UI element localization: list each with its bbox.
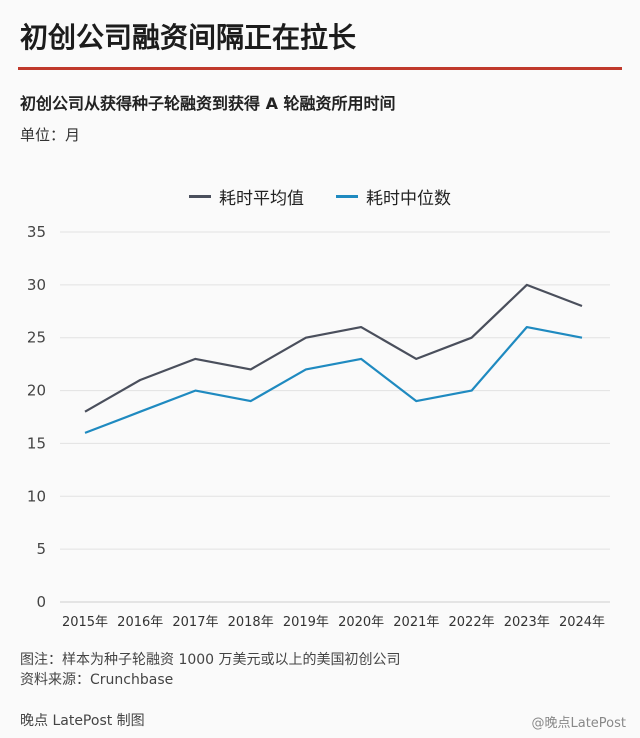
weibo-watermark: @晚点LatePost — [531, 716, 626, 731]
y-tick-label: 25 — [27, 329, 46, 347]
x-tick-label: 2023年 — [504, 615, 550, 630]
x-tick-label: 2024年 — [559, 615, 605, 630]
brand-credit: 晚点 LatePost 制图 — [20, 713, 145, 729]
x-tick-label: 2022年 — [449, 615, 495, 630]
line-chart: 0 5 10 15 20 25 30 35 2015年 2016年 2017年 2018年 2019年 2… — [27, 223, 610, 630]
y-tick-label: 15 — [27, 434, 46, 452]
legend-swatch-median — [336, 195, 358, 198]
legend-swatch-mean — [189, 195, 211, 198]
y-tick-label: 35 — [27, 223, 46, 241]
y-tick-label: 5 — [36, 540, 46, 558]
y-tick-label: 20 — [27, 382, 46, 400]
x-tick-label: 2020年 — [338, 615, 384, 630]
y-tick-label: 10 — [27, 487, 46, 505]
x-tick-label: 2021年 — [393, 615, 439, 630]
legend-item-median: 耗时中位数 — [336, 184, 451, 209]
legend-label-median: 耗时中位数 — [366, 189, 451, 209]
legend-label-mean: 耗时平均值 — [219, 189, 304, 209]
page-title: 初创公司融资间隔正在拉长 — [20, 21, 357, 54]
title-divider — [18, 67, 622, 70]
chart-notes: 图注：样本为种子轮融资 1000 万美元或以上的美国初创公司 资料来源：Crun… — [20, 650, 401, 690]
series-line-median — [84, 325, 583, 434]
x-tick-label: 2015年 — [62, 615, 108, 630]
x-tick-label: 2017年 — [172, 615, 218, 630]
x-tick-label: 2019年 — [283, 615, 329, 630]
chart-legend: 耗时平均值 耗时中位数 — [0, 184, 640, 209]
x-tick-label: 2016年 — [117, 615, 163, 630]
unit-label: 单位：月 — [20, 126, 81, 144]
footnote: 图注：样本为种子轮融资 1000 万美元或以上的美国初创公司 — [20, 652, 401, 668]
series-line-mean — [84, 283, 583, 413]
legend-item-mean: 耗时平均值 — [189, 184, 304, 209]
y-tick-label: 0 — [36, 593, 46, 611]
x-tick-label: 2018年 — [228, 615, 274, 630]
chart-subtitle: 初创公司从获得种子轮融资到获得 A 轮融资所用时间 — [20, 94, 396, 113]
y-tick-label: 30 — [27, 276, 46, 294]
source-note: 资料来源：Crunchbase — [20, 672, 174, 688]
